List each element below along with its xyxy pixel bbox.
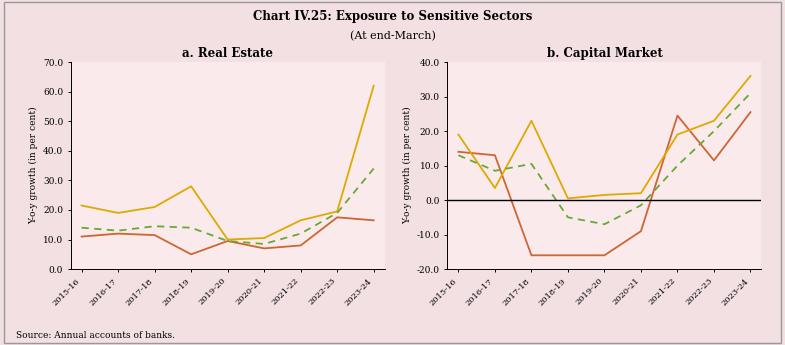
Text: Source: Annual accounts of banks.: Source: Annual accounts of banks. (16, 331, 175, 340)
Y-axis label: Y-o-y growth (in per cent): Y-o-y growth (in per cent) (403, 107, 413, 224)
Title: a. Real Estate: a. Real Estate (182, 47, 273, 60)
Y-axis label: Y-o-y growth (in per cent): Y-o-y growth (in per cent) (30, 107, 38, 224)
Title: b. Capital Market: b. Capital Market (546, 47, 663, 60)
Text: Chart IV.25: Exposure to Sensitive Sectors: Chart IV.25: Exposure to Sensitive Secto… (253, 10, 532, 23)
Text: (At end-March): (At end-March) (349, 31, 436, 41)
